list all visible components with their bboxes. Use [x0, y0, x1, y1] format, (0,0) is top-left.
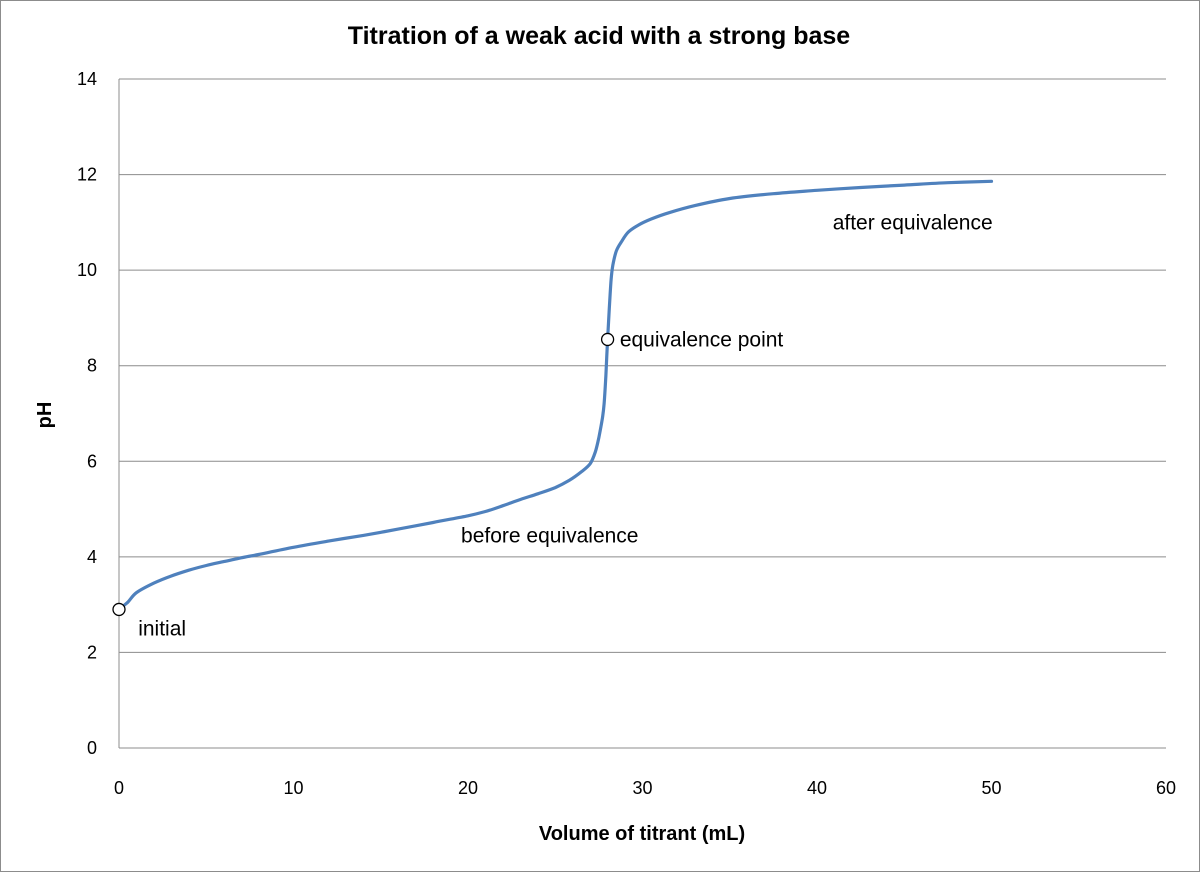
annotation-label: initial: [138, 618, 186, 641]
markers: [112, 332, 615, 617]
x-tick-label: 0: [114, 778, 124, 798]
gridlines: [119, 78, 1166, 653]
y-tick-label: 10: [77, 260, 97, 280]
x-tick-label: 20: [458, 778, 478, 798]
x-tick-label: 40: [807, 778, 827, 798]
y-axis-label: pH: [34, 402, 56, 429]
tick-labels: 0 2 4 6 8 10 12 14 0 10 20 30 40 50 60: [77, 69, 1176, 798]
point-marker: [600, 332, 615, 347]
axes: [118, 79, 1166, 749]
annotations: initial equivalence point before equivalen…: [138, 211, 992, 640]
titration-curve: [117, 179, 994, 611]
x-tick-label: 50: [981, 778, 1001, 798]
x-tick-label: 30: [632, 778, 652, 798]
annotation-label: after equivalence: [833, 211, 993, 234]
chart-title: Titration of a weak acid with a strong b…: [348, 22, 851, 50]
y-tick-label: 2: [87, 642, 97, 662]
y-tick-label: 4: [87, 547, 97, 567]
series-layer: [117, 179, 994, 611]
y-tick-label: 6: [87, 451, 97, 471]
y-tick-label: 14: [77, 69, 97, 89]
y-tick-label: 0: [87, 738, 97, 758]
x-tick-label: 60: [1156, 778, 1176, 798]
x-axis-label: Volume of titrant (mL): [539, 823, 745, 845]
y-tick-label: 12: [77, 165, 97, 185]
annotation-label: equivalence point: [620, 328, 784, 351]
x-tick-label: 10: [283, 778, 303, 798]
annotation-label: before equivalence: [461, 524, 638, 547]
y-tick-label: 8: [87, 356, 97, 376]
point-marker: [112, 602, 126, 617]
